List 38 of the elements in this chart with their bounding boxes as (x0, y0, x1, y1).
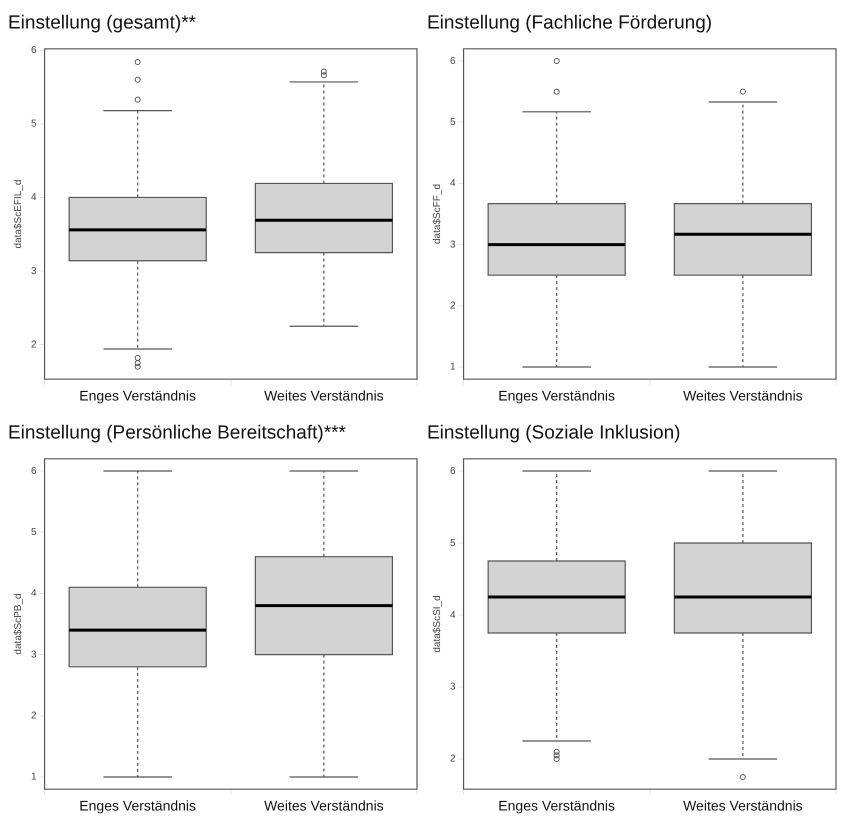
y-tick-label: 5 (31, 526, 37, 538)
chart-title: Einstellung (Persönliche Bereitschaft)*** (8, 422, 347, 444)
chart-title: Einstellung (Fachliche Förderung) (427, 12, 712, 34)
x-tick-label: Weites Verständnis (264, 387, 384, 404)
chart-title: Einstellung (gesamt)** (8, 12, 197, 34)
y-axis-title: data$ScFF_d (432, 184, 443, 244)
x-tick-label: Weites Verständnis (264, 797, 384, 814)
x-tick-label: Enges Verständnis (79, 387, 196, 404)
x-tick-label: Weites Verständnis (683, 387, 803, 404)
y-tick-label: 3 (31, 649, 37, 660)
y-tick-label: 1 (450, 362, 456, 373)
y-tick-label: 3 (31, 266, 37, 277)
y-tick-label: 3 (450, 239, 456, 250)
y-tick-label: 3 (450, 682, 456, 693)
y-axis-title: data$ScEFIL_d (12, 180, 24, 248)
y-tick-label: 4 (31, 192, 37, 204)
y-axis-title: data$ScSI_d (432, 595, 443, 653)
y-tick-label: 2 (450, 300, 456, 312)
y-tick-label: 6 (450, 56, 456, 67)
y-tick-label: 4 (450, 178, 456, 190)
y-tick-label: 6 (31, 466, 37, 477)
y-tick-label: 5 (31, 118, 37, 130)
y-tick-label: 5 (450, 538, 456, 549)
y-tick-label: 5 (450, 116, 456, 128)
y-tick-label: 4 (450, 610, 456, 621)
x-tick-label: Enges Verständnis (79, 797, 196, 814)
y-tick-label: 6 (450, 466, 456, 477)
x-tick-label: Enges Verständnis (498, 387, 616, 404)
x-tick-label: Enges Verständnis (498, 797, 616, 814)
y-tick-label: 2 (450, 754, 456, 765)
y-axis-title: data$ScPB_d (12, 593, 24, 655)
x-tick-label: Weites Verständnis (683, 797, 803, 814)
y-tick-label: 6 (31, 45, 37, 56)
y-tick-label: 2 (31, 710, 37, 722)
y-tick-label: 1 (31, 772, 37, 783)
y-tick-label: 2 (31, 339, 37, 350)
y-tick-label: 4 (31, 588, 37, 600)
chart-title: Einstellung (Soziale Inklusion) (427, 422, 680, 444)
